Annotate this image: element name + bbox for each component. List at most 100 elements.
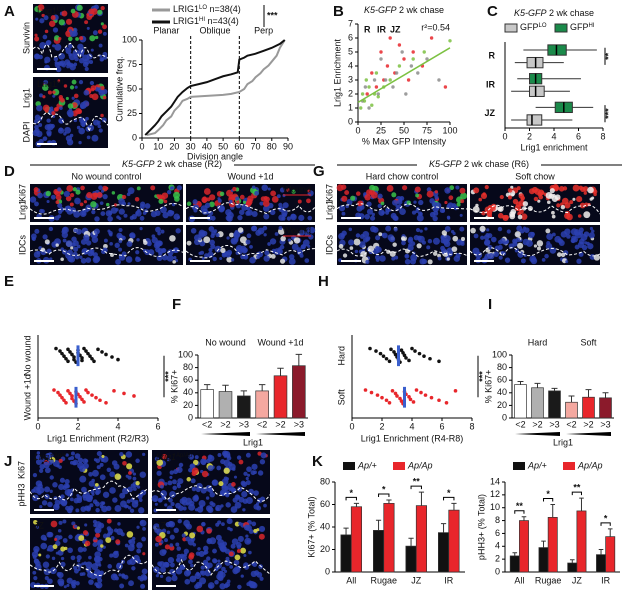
cell: [73, 210, 81, 218]
cell: [346, 198, 353, 205]
legend-label: GFPHI: [570, 22, 595, 32]
cell: [44, 60, 48, 64]
cell: [60, 546, 66, 552]
cell: [45, 452, 51, 458]
stain-label: Ki67: [16, 461, 26, 479]
cell: [139, 227, 143, 231]
cell: [44, 29, 49, 34]
cell: [86, 505, 92, 511]
dot: [72, 355, 76, 359]
cell: [502, 215, 507, 220]
cell: [85, 204, 92, 211]
cell: [288, 258, 296, 265]
panel-letter: H: [318, 273, 329, 290]
error-bar: [240, 390, 248, 396]
legend-swatch: [554, 23, 568, 33]
cell: [113, 528, 119, 533]
wound-tag: Wound: [283, 225, 311, 235]
cell: [269, 209, 276, 216]
cell: [249, 256, 256, 264]
cell: [70, 555, 76, 561]
cell: [69, 193, 75, 198]
dot: [96, 347, 100, 352]
cell: [83, 561, 87, 565]
cell: [158, 242, 162, 246]
cell: [537, 199, 541, 203]
cell: [65, 18, 73, 25]
cell: [191, 467, 199, 475]
cell: [497, 212, 504, 219]
cell: [546, 233, 554, 241]
cell: [42, 561, 50, 569]
cell: [136, 525, 140, 529]
cell: [516, 207, 521, 212]
cell: [128, 580, 134, 587]
dot: [80, 397, 84, 402]
cell: [58, 61, 63, 66]
dot: [116, 357, 120, 362]
cell: [77, 457, 84, 464]
cell: [127, 187, 135, 195]
cell: [184, 578, 191, 585]
cell: [61, 10, 68, 17]
image-label: Lrig1LO: [37, 6, 65, 16]
x-tick-label: 4: [115, 421, 120, 431]
cell: [271, 196, 279, 203]
cell: [342, 253, 348, 258]
cell: [209, 201, 215, 208]
cell: [394, 255, 399, 260]
cell: [99, 474, 106, 481]
stain-label: DAPI: [21, 121, 31, 142]
error-bar: [534, 382, 541, 388]
cell: [203, 236, 211, 244]
cell: [258, 533, 265, 540]
cell: [217, 559, 221, 563]
cell: [490, 236, 497, 243]
cell: [62, 485, 67, 491]
cell: [220, 206, 225, 211]
cell: [444, 225, 451, 232]
cell: [134, 196, 140, 202]
dot: [66, 359, 70, 364]
x-tick-label: 0: [502, 131, 507, 141]
x-tick-label: All: [346, 575, 356, 585]
significance-bracket: [600, 522, 611, 526]
cell: [154, 542, 159, 547]
cell: [366, 236, 371, 240]
cell: [175, 567, 183, 575]
dot: [78, 395, 82, 399]
cell: [416, 243, 422, 249]
cell: [107, 229, 111, 233]
cell: [583, 191, 587, 195]
dot: [387, 359, 392, 364]
cell: [355, 233, 361, 238]
cell: [488, 204, 493, 209]
y-tick-label: 6: [495, 528, 500, 538]
cell: [358, 202, 363, 206]
cell: [67, 547, 73, 554]
cell: [447, 251, 453, 257]
cell: [246, 209, 253, 216]
cell: [551, 210, 555, 215]
cell: [69, 497, 74, 502]
cell: [138, 498, 143, 502]
significance: **: [603, 52, 613, 60]
cell: [102, 247, 108, 253]
cell: [446, 215, 451, 220]
cell: [94, 527, 101, 534]
cell: [59, 206, 65, 212]
cell: [210, 233, 215, 239]
bar: [373, 530, 385, 573]
cell: [51, 556, 56, 561]
cell: [370, 215, 376, 221]
cell: [47, 501, 53, 508]
cell: [42, 95, 46, 99]
dot: [417, 351, 422, 356]
cell: [133, 554, 140, 562]
cell: [379, 255, 386, 262]
dot: [100, 350, 104, 354]
cell: [460, 199, 465, 204]
cell: [298, 214, 305, 221]
x-axis-label: Lrig1: [243, 437, 263, 447]
cell: [77, 567, 81, 571]
